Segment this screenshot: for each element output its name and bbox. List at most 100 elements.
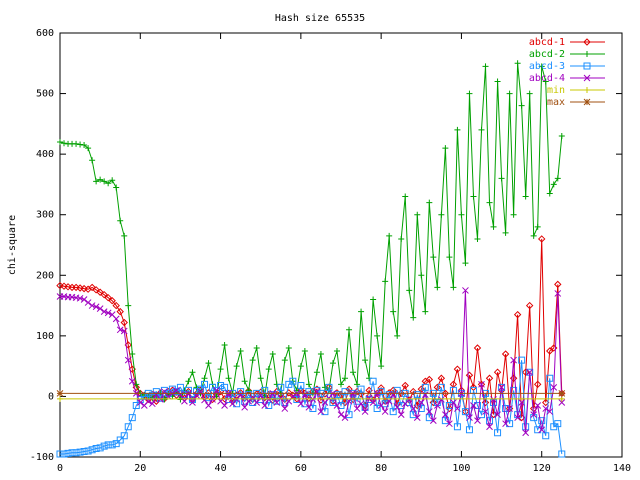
marker [546, 347, 554, 355]
marker [584, 51, 590, 57]
marker [486, 423, 493, 431]
marker [542, 78, 549, 85]
marker [80, 296, 88, 303]
marker [514, 414, 521, 421]
marker [554, 175, 561, 182]
marker [530, 411, 538, 418]
marker [301, 391, 309, 398]
marker [277, 383, 285, 391]
marker [148, 400, 156, 408]
marker [521, 368, 530, 376]
marker [362, 357, 369, 364]
marker [188, 395, 196, 403]
y-tick-label: 100 [36, 331, 54, 342]
marker [205, 360, 212, 367]
y-tick-label: 0 [48, 391, 54, 402]
legend-label: abcd-2 [529, 49, 565, 60]
marker [389, 391, 397, 398]
marker [128, 414, 136, 422]
marker [498, 383, 505, 391]
marker [433, 383, 442, 392]
marker [473, 344, 482, 352]
marker [317, 408, 325, 415]
marker [486, 199, 493, 206]
marker [120, 432, 128, 440]
marker [522, 429, 530, 437]
marker [538, 426, 546, 434]
y-tick-label: 600 [36, 28, 54, 39]
marker [405, 396, 413, 403]
marker [100, 290, 108, 299]
marker [470, 402, 477, 409]
marker [121, 232, 128, 239]
marker [546, 190, 553, 197]
marker [249, 357, 256, 364]
marker [506, 90, 513, 97]
marker [434, 284, 441, 291]
marker [373, 405, 381, 413]
marker [397, 389, 405, 398]
marker [361, 408, 369, 415]
x-tick-label: 80 [375, 463, 387, 474]
marker [478, 380, 485, 388]
marker [429, 398, 438, 407]
marker [101, 178, 108, 185]
marker [325, 394, 333, 402]
marker [125, 302, 132, 309]
marker [558, 132, 565, 139]
legend-label: max [547, 97, 565, 108]
marker [346, 326, 353, 333]
marker [413, 414, 421, 421]
legend-label: abcd-4 [529, 73, 565, 84]
marker [108, 297, 116, 305]
marker [550, 181, 557, 188]
marker [81, 142, 88, 149]
marker [374, 332, 381, 339]
marker [510, 211, 517, 218]
marker [474, 417, 481, 425]
plot-frame [59, 32, 623, 458]
marker [485, 374, 494, 382]
marker [470, 193, 477, 200]
marker [305, 388, 313, 396]
marker [177, 391, 184, 398]
marker [241, 397, 249, 405]
marker [406, 287, 413, 294]
marker [193, 384, 200, 391]
marker [583, 62, 591, 70]
marker [583, 74, 591, 82]
marker [558, 399, 566, 406]
x-tick-label: 40 [215, 463, 227, 474]
marker [558, 395, 565, 402]
marker [454, 126, 461, 133]
marker [105, 180, 112, 187]
marker [73, 140, 80, 147]
marker [357, 385, 365, 393]
marker [221, 341, 228, 348]
marker [237, 388, 245, 396]
marker [490, 223, 497, 230]
marker [518, 356, 526, 364]
marker [394, 332, 401, 339]
marker [88, 302, 96, 309]
marker [313, 369, 320, 376]
marker [530, 414, 538, 422]
marker [417, 399, 425, 406]
marker [269, 391, 277, 399]
marker [88, 283, 96, 292]
marker [329, 398, 337, 406]
marker [201, 380, 209, 388]
marker [128, 377, 136, 385]
marker [421, 383, 429, 391]
marker [442, 411, 449, 418]
marker [297, 382, 305, 390]
marker [425, 408, 433, 415]
marker [113, 184, 120, 191]
marker [525, 301, 534, 310]
marker [76, 294, 84, 302]
marker [584, 87, 590, 93]
marker [418, 272, 425, 279]
marker [461, 408, 469, 416]
marker [514, 411, 522, 419]
marker [457, 389, 465, 397]
